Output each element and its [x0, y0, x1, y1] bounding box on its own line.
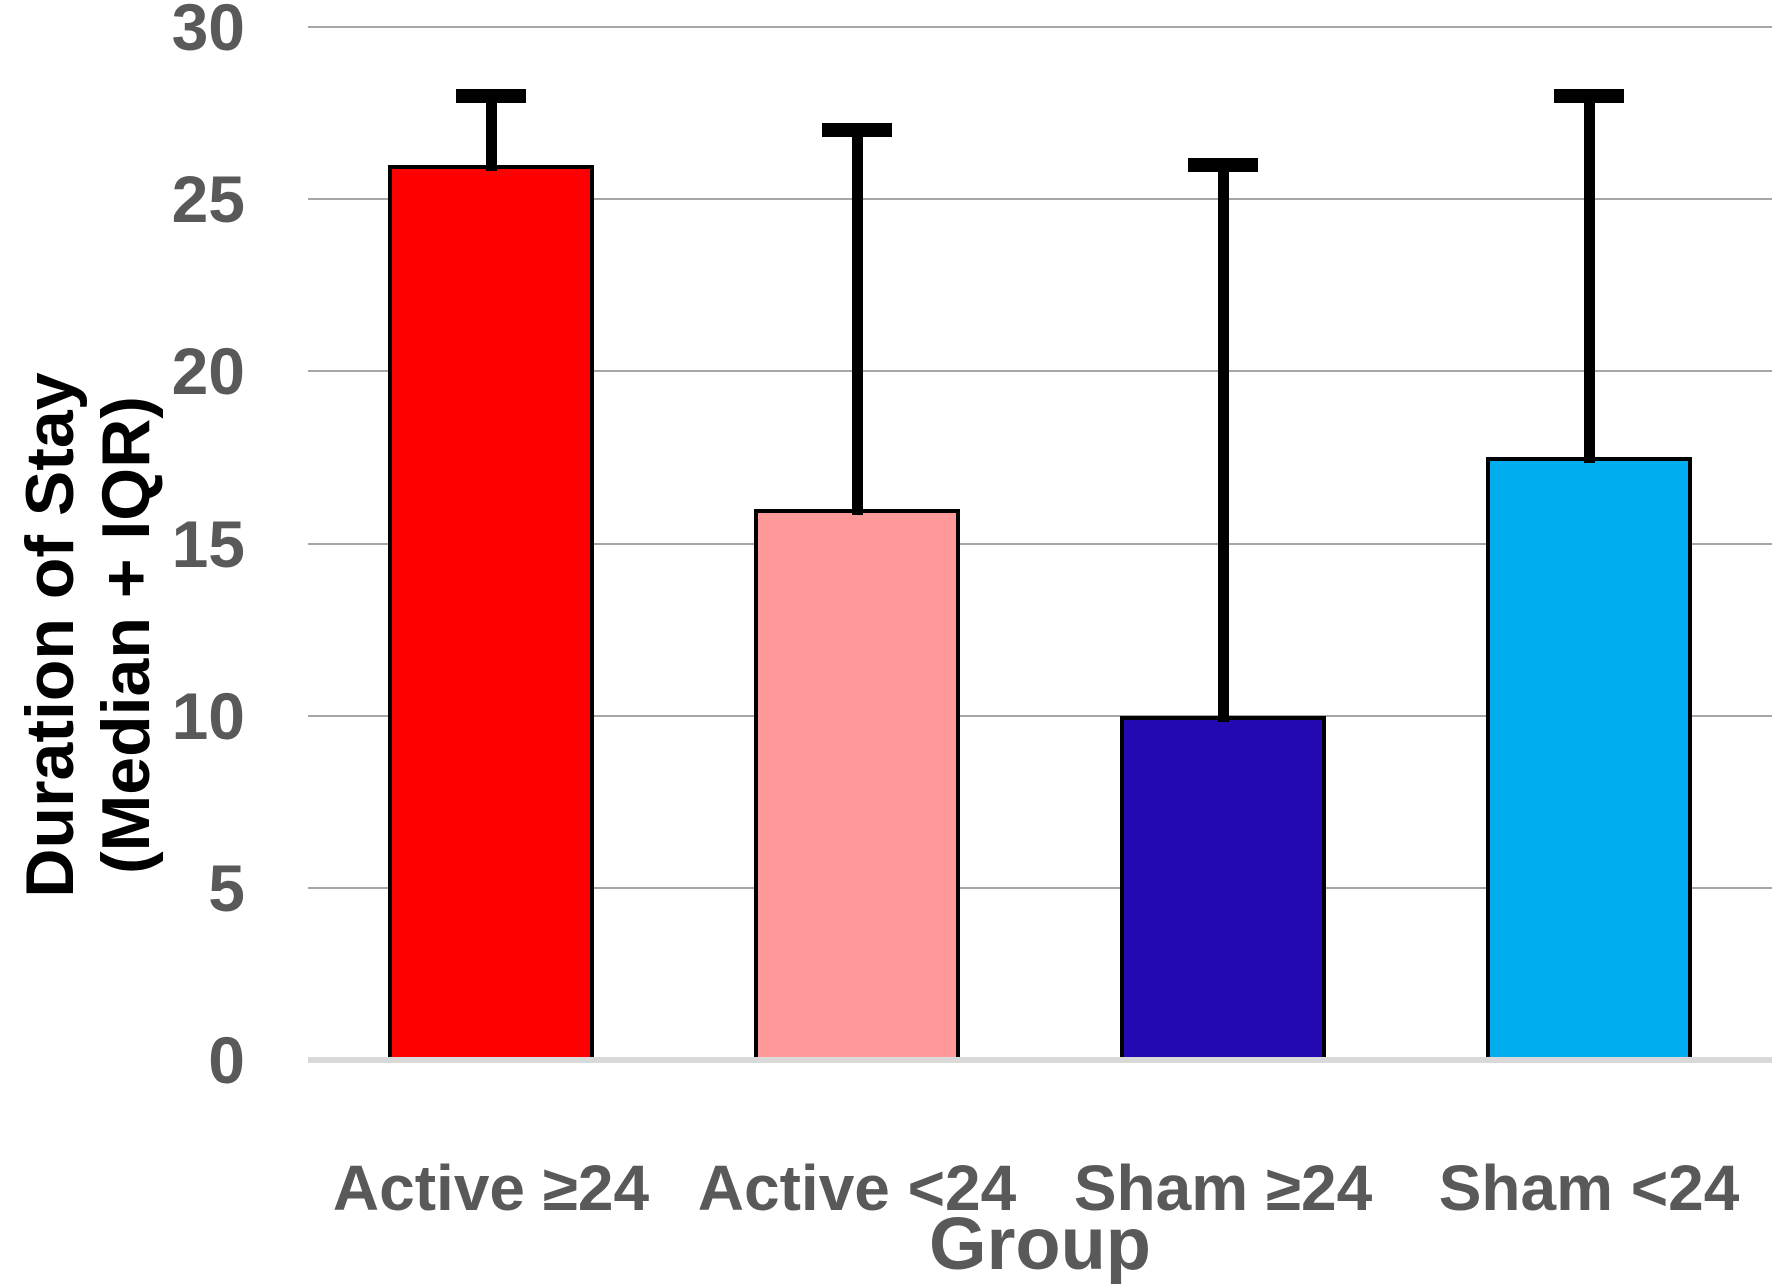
x-category-label: Sham <24: [1438, 1152, 1740, 1224]
bar-3: [1120, 715, 1326, 1060]
x-category-label: Active ≥24: [332, 1152, 650, 1224]
y-tick-label: 0: [208, 1023, 245, 1097]
gridline-y-25: [308, 198, 1772, 201]
bar-2: [754, 509, 960, 1060]
bar-1: [388, 164, 594, 1060]
error-bar-cap: [1188, 157, 1258, 172]
x-category-label: Sham ≥24: [1073, 1152, 1373, 1224]
gridline-y-15: [308, 542, 1772, 545]
error-bar-cap: [1554, 88, 1624, 103]
y-tick-label: 20: [171, 334, 245, 409]
x-axis-title: Group: [929, 1202, 1151, 1284]
y-tick-label: 5: [208, 850, 245, 925]
bar-4: [1486, 457, 1692, 1060]
y-axis-title: Duration of Stay (Median + IQR): [12, 372, 164, 897]
error-bar-whisker: [1217, 164, 1229, 722]
y-tick-label: 10: [171, 678, 245, 753]
y-tick-label: 15: [171, 506, 245, 581]
x-category-label: Active <24: [697, 1152, 1017, 1224]
error-bar-whisker: [1583, 95, 1595, 464]
error-bar-whisker: [485, 95, 497, 171]
gridline-y-20: [308, 370, 1772, 373]
gridline-y-5: [308, 886, 1772, 889]
y-axis-title-line1: Duration of Stay: [11, 372, 88, 898]
gridline-y-10: [308, 714, 1772, 717]
error-bar-cap: [456, 88, 526, 103]
error-bar-whisker: [851, 130, 863, 516]
error-bar-cap: [822, 123, 892, 138]
y-tick-label: 30: [171, 0, 245, 65]
x-axis-line: [308, 1057, 1772, 1063]
y-axis-title-line2: (Median + IQR): [88, 396, 164, 874]
gridline-y-30: [308, 26, 1772, 29]
y-tick-label: 25: [171, 162, 245, 237]
